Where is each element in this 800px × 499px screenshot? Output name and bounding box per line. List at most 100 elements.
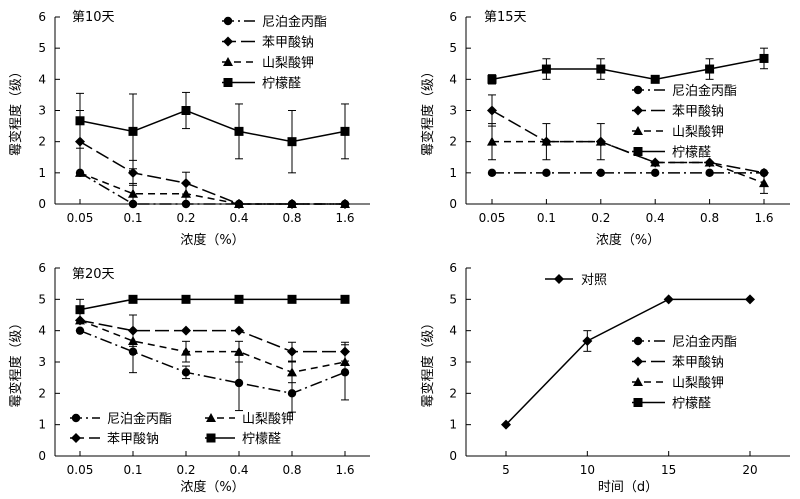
series-line xyxy=(79,141,345,205)
y-tick-label: 1 xyxy=(38,166,46,180)
x-tick-label: 20 xyxy=(742,463,757,477)
data-point xyxy=(75,326,85,335)
y-tick-label: 2 xyxy=(449,135,457,149)
y-tick-label: 6 xyxy=(449,261,457,275)
data-point xyxy=(663,294,674,305)
data-point xyxy=(181,368,191,377)
legend-marker xyxy=(633,126,643,135)
y-tick-label: 2 xyxy=(38,386,46,400)
series-line xyxy=(79,172,345,205)
x-tick-label: 0.4 xyxy=(229,463,248,477)
y-tick-label: 3 xyxy=(38,104,46,118)
data-point xyxy=(745,294,755,305)
y-tick-label: 4 xyxy=(449,324,457,338)
data-point xyxy=(705,168,714,178)
chart-panel-4: 0 1 2 3 4 5 6 5 10 15 20 时间（d） 霉变程度（级） 对照尼泊金丙酯苯甲酸钠山梨酸… xyxy=(420,261,790,495)
y-tick-label: 3 xyxy=(449,104,457,118)
data-point xyxy=(340,126,350,136)
data-point xyxy=(128,167,138,178)
data-point xyxy=(759,53,769,63)
chart-panel-3: 0 1 2 3 4 5 6 0.05 0.1 0.2 0.4 0.8 1.6 浓度（%） 霉变程度（级） 第2… xyxy=(8,261,370,495)
data-point xyxy=(542,168,551,178)
series-line xyxy=(505,298,750,426)
data-point xyxy=(128,336,138,346)
x-tick-label: 0.2 xyxy=(176,463,195,477)
legend-marker xyxy=(633,147,643,156)
data-point xyxy=(340,199,350,208)
data-point xyxy=(287,346,297,357)
data-point xyxy=(501,419,511,430)
x-tick-label: 0.4 xyxy=(646,211,665,225)
data-point xyxy=(596,168,605,178)
series-circle xyxy=(75,168,350,209)
data-point xyxy=(595,136,606,146)
data-point xyxy=(287,199,297,208)
series-square xyxy=(487,47,769,85)
data-point xyxy=(234,199,244,208)
data-point xyxy=(181,106,191,115)
data-point xyxy=(287,294,297,304)
data-point xyxy=(287,137,297,147)
legend-marker xyxy=(633,336,643,346)
data-point xyxy=(582,336,593,347)
legend-label: 柠檬醛 xyxy=(672,396,711,412)
y-tick-label: 5 xyxy=(38,41,46,55)
legend-marker xyxy=(554,274,564,284)
data-point xyxy=(181,294,191,304)
x-tick-label: 0.2 xyxy=(591,211,610,225)
legend-label: 山梨酸钾 xyxy=(672,125,724,140)
series-line xyxy=(79,319,345,353)
data-point xyxy=(234,378,244,388)
series-line xyxy=(79,319,346,374)
y-tick-label: 5 xyxy=(449,41,457,55)
x-tick-label: 1.6 xyxy=(754,211,773,225)
legend-marker xyxy=(71,413,81,423)
y-tick-label: 2 xyxy=(38,135,46,149)
x-tick-label: 0.4 xyxy=(229,211,248,225)
series-circle xyxy=(75,326,350,413)
data-point xyxy=(759,178,769,188)
y-tick-label: 6 xyxy=(449,10,457,24)
y-tick-label: 3 xyxy=(38,355,46,369)
chart-panel-1: 0 1 2 3 4 5 6 0.05 0.1 0.2 0.4 0.8 1.6 浓度（%） 霉变程度（级） 第1… xyxy=(8,10,370,248)
data-point xyxy=(128,126,138,136)
legend-label: 山梨酸钾 xyxy=(672,376,724,391)
data-point xyxy=(596,64,606,74)
series-diamond xyxy=(75,314,350,362)
data-point xyxy=(75,167,85,177)
y-tick-label: 4 xyxy=(38,324,46,338)
y-tick-label: 6 xyxy=(38,10,46,24)
x-tick-label: 0.1 xyxy=(537,211,556,225)
legend-label: 山梨酸钾 xyxy=(262,56,314,71)
y-tick-label: 1 xyxy=(38,418,46,432)
x-tick-label: 0.05 xyxy=(67,463,94,477)
data-point xyxy=(650,157,661,167)
y-tick-label: 1 xyxy=(449,418,457,432)
data-point xyxy=(128,188,138,198)
data-point xyxy=(704,157,715,167)
y-axis-label: 霉变程度（级） xyxy=(420,65,436,156)
y-tick-label: 0 xyxy=(38,449,46,463)
data-point xyxy=(487,105,497,116)
data-point xyxy=(75,116,85,126)
x-axis-label: 浓度（%） xyxy=(596,232,660,248)
series-line xyxy=(79,329,346,395)
legend-label: 苯甲酸钠 xyxy=(672,356,724,371)
x-tick-label: 0.8 xyxy=(282,211,301,225)
x-tick-label: 0.05 xyxy=(479,211,506,225)
y-tick-label: 6 xyxy=(38,261,46,275)
legend-marker xyxy=(633,105,643,116)
data-point xyxy=(234,294,244,304)
data-point xyxy=(234,346,244,356)
x-tick-label: 1.6 xyxy=(335,463,354,477)
x-tick-label: 1.6 xyxy=(335,211,354,225)
legend-marker xyxy=(633,398,643,407)
x-axis-label: 时间（d） xyxy=(598,480,658,495)
data-point xyxy=(181,346,191,356)
legend-label: 尼泊金丙酯 xyxy=(107,411,172,427)
series-line xyxy=(492,140,765,184)
legend-label: 尼泊金丙酯 xyxy=(672,334,737,350)
legend-label: 山梨酸钾 xyxy=(242,412,294,427)
